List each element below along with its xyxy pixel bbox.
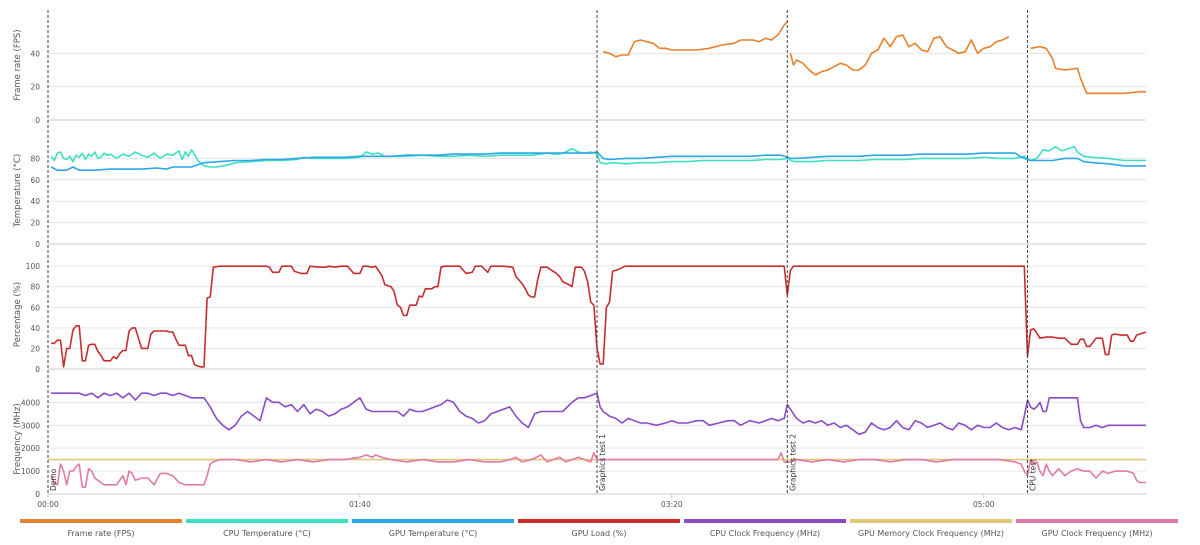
y-tick-label: 60 [30,176,40,185]
y-tick-label: 3000 [21,421,40,430]
panel-percentage: 0 20 40 60 80 100 Percentage (%) [13,262,1147,374]
y-tick-label: 4000 [21,398,40,407]
y-tick-label: 80 [30,283,40,292]
legend-swatch [518,519,680,523]
legend-item-gpu-temperature-c[interactable]: GPU Temperature (°C) [352,519,514,538]
legend-label: Frame rate (FPS) [67,529,134,538]
series-line-gpu-load [51,265,1147,368]
series-line-cpu-temperature-c [50,145,1146,168]
legend-item-gpu-clock-frequency-mhz[interactable]: GPU Clock Frequency (MHz) [1016,519,1178,538]
legend-swatch [352,519,514,523]
series-line-frame-rate-fps [1030,45,1146,95]
x-tick-label: 01:40 [349,500,371,509]
legend-label: CPU Clock Frequency (MHz) [710,529,820,538]
panel-temperature-c: 0 20 40 60 80 Temperature (°C) [13,145,1146,249]
legend-label: GPU Memory Clock Frequency (MHz) [858,529,1004,538]
legend-label: GPU Load (%) [572,529,627,538]
x-tick-label: 03:20 [661,500,683,509]
y-tick-label: 20 [30,83,40,92]
test-markers: Demo Graphics test 1 Graphics test 2 CPU te… [47,10,1037,494]
legend-label: CPU Temperature (°C) [223,529,311,538]
y-tick-label: 0 [35,365,40,374]
legend-swatch [1016,519,1178,523]
panel-frame-rate-fps: 0 20 40 Frame rate (FPS) [13,21,1146,125]
y-tick-label: 2000 [21,444,40,453]
y-tick-label: 60 [30,303,40,312]
legend-item-cpu-clock-frequency-mhz[interactable]: CPU Clock Frequency (MHz) [684,519,846,538]
legend: Frame rate (FPS) CPU Temperature (°C) GPU … [20,519,1178,538]
series-line-frame-rate-fps [789,34,1010,76]
legend-item-gpu-load[interactable]: GPU Load (%) [518,519,680,538]
y-tick-label: 1000 [21,467,40,476]
y-axis-label: Percentage (%) [13,282,23,347]
x-axis: 00:00 01:40 03:20 05:00 [37,494,995,509]
x-tick-label: 00:00 [37,500,59,509]
y-tick-label: 0 [35,490,40,499]
y-axis-label: Frequency (MHz) [13,403,23,474]
legend-swatch [20,519,182,523]
marker-label: Demo [49,468,58,491]
y-tick-label: 0 [35,116,40,125]
chart-panels: 0 20 40 Frame rate (FPS) 0 20 40 60 80 Temperatur… [13,21,1147,499]
legend-swatch [186,519,348,523]
y-tick-label: 0 [35,240,40,249]
marker-label: CPU test [1028,459,1037,491]
series-line-cpu-clock-frequency-mhz [51,392,1146,436]
y-axis-label: Frame rate (FPS) [13,29,23,100]
y-tick-label: 20 [30,344,40,353]
legend-label: GPU Temperature (°C) [389,529,477,538]
x-tick-label: 05:00 [973,500,995,509]
legend-swatch [684,519,846,523]
marker-label: Graphics test 2 [788,434,797,491]
y-tick-label: 100 [26,262,41,271]
legend-swatch [850,519,1012,523]
legend-item-gpu-memory-clock-frequency-mhz[interactable]: GPU Memory Clock Frequency (MHz) [850,519,1012,538]
legend-item-frame-rate-fps[interactable]: Frame rate (FPS) [20,519,182,538]
series-line-gpu-clock-frequency-mhz [50,452,1146,488]
marker-label: Graphics test 1 [598,434,607,491]
y-tick-label: 80 [30,154,40,163]
y-tick-label: 40 [30,324,40,333]
y-tick-label: 20 [30,219,40,228]
y-axis-label: Temperature (°C) [13,154,23,228]
y-tick-label: 40 [30,197,40,206]
series-line-frame-rate-fps [603,21,788,58]
y-tick-label: 40 [30,49,40,58]
legend-item-cpu-temperature-c[interactable]: CPU Temperature (°C) [186,519,348,538]
legend-label: GPU Clock Frequency (MHz) [1042,529,1153,538]
